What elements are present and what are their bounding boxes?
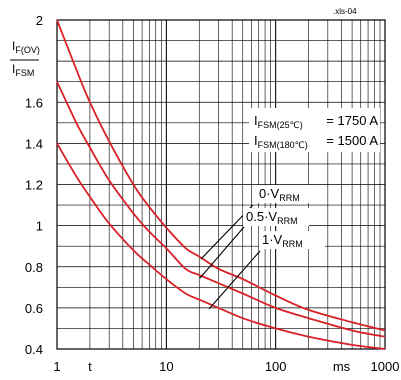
y-tick-label: 1.2 [25,178,43,193]
y-tick-label: 0.6 [25,301,43,316]
y-tick-label: 0.4 [25,342,43,357]
info-line: IFSM(180℃) [254,133,308,150]
ylabel-numerator: IF(OV) [12,39,40,55]
curves [56,19,386,350]
curve-label-bg [256,185,322,203]
curve-label-bg [259,231,325,249]
series-line-1 [56,81,386,338]
ylabel-denominator: IFSM [12,62,34,78]
y-tick-label: 1.6 [25,95,43,110]
curve-leader-line [208,250,261,310]
x-tick-label: 1 [53,359,60,374]
info-value: = 1750 A [326,113,378,128]
x-tick-label: 1000 [371,359,400,374]
curve-label: 0·VRRM [259,186,300,203]
x-tick-label: 100 [265,359,287,374]
curve-leader-line [199,226,245,279]
grid [57,20,385,349]
curve-label: 1·VRRM [262,232,303,249]
series-line-0 [56,19,386,332]
annotations: .xls-04 IF(OV) IFSM IFSM(25℃) = 1750 A IFSM(1… [10,7,380,310]
y-tick-label: 1 [36,219,43,234]
plot-frame [56,19,386,350]
curve-label-bg [243,208,309,226]
tick-labels: 1 t 10 100 ms 1000 2 1.6 1.4 1.2 1 0.8 0.6 0.4 [25,13,400,374]
curve-label: 0.5·VRRM [246,209,298,226]
info-value: = 1500 A [326,133,378,148]
y-tick-label: 1.4 [25,136,43,151]
info-line: IFSM(25℃) [254,113,303,130]
info-box [249,108,380,152]
x-tick-label: ms [333,359,351,374]
x-tick-label: t [88,359,92,374]
x-tick-label: 10 [159,359,173,374]
file-id: .xls-04 [333,7,357,16]
y-tick-label: 2 [36,13,43,28]
y-tick-label: 0.8 [25,260,43,275]
series-line-2 [56,142,386,350]
